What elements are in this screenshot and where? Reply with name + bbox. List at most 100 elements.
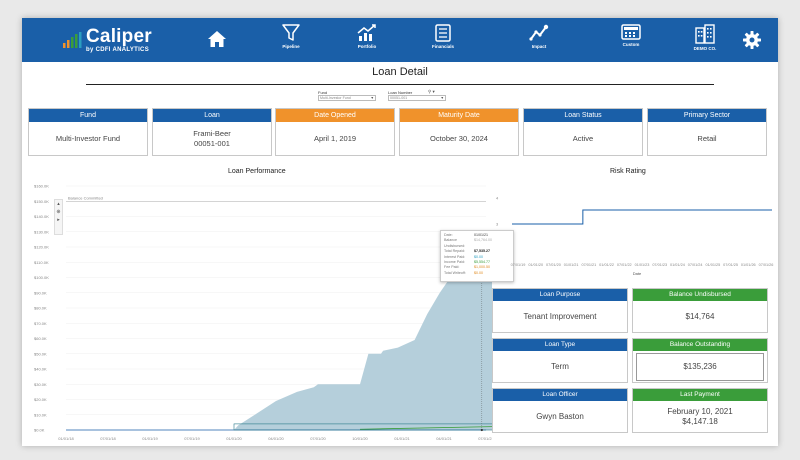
fund-select[interactable]: Multi-Investor Fund ▼ [318,95,376,101]
y-tick-label: 4 [496,196,499,201]
x-axis-title: Date [633,271,642,276]
top-navigation-bar: Caliper by CDFI ANALYTICS Pipeline Portf… [22,18,778,62]
chevron-up-icon[interactable]: ▴ [57,201,60,207]
nav-portfolio[interactable]: Portfolio [332,18,402,62]
tooltip-key: Fee Paid: [444,265,460,270]
fund-filter-label: Fund [318,90,328,95]
tooltip-value: $14,764.00 [474,238,492,243]
tile-loan-purpose-value: Tenant Improvement [523,311,597,321]
nav-pipeline[interactable]: Pipeline [256,18,326,62]
tile-loan-officer: Loan Officer Gwyn Baston [492,388,628,433]
tooltip-key: Date: [444,233,453,237]
y-tick-label: $110.0K [34,260,49,265]
chevron-right-icon[interactable]: ▸ [57,217,60,223]
tile-loan-officer-header: Loan Officer [493,389,627,401]
card-loan-status-header: Loan Status [524,109,642,122]
settings-button[interactable] [742,30,762,50]
y-tick-label: $50.0K [34,351,47,356]
income-paid-line [359,426,492,430]
tile-loan-type-value: Term [551,361,569,371]
card-primary-sector: Primary Sector Retail [647,108,767,156]
gear-icon [743,31,761,49]
x-tick-label: 01/01/20 [226,436,242,441]
trend-line-icon [529,24,549,41]
tooltip-row: Total Repaid: $7,535.27 [444,249,510,254]
chart-zoom-controls[interactable]: ▴ ⊕ ▸ [54,199,63,235]
nav-impact[interactable]: Impact [504,18,574,62]
tooltip-row: Balance Undisbursed: $14,764.00 [444,238,510,249]
zoom-icon[interactable]: ⊕ [56,209,61,215]
tile-loan-purpose-header: Loan Purpose [493,289,627,301]
x-tick-label: 01/01/25 [705,263,720,267]
bar-chart-logo-icon [63,32,82,48]
nav-financials[interactable]: Financials [408,18,478,62]
card-maturity-date-value: October 30, 2024 [430,133,488,143]
x-tick-label: 01/01/26 [741,263,756,267]
y-tick-label: $120.0K [34,245,49,250]
total-repaid-area [66,237,492,430]
card-loan-value: Frami-Beer 00051-001 [193,128,231,148]
y-tick-label: $40.0K [34,367,47,372]
nav-custom[interactable]: Custom [596,18,666,62]
x-tick-label: 07/01/18 [100,436,116,441]
y-tick-label: $100.0K [34,275,49,280]
y-tick-label: $20.0K [34,397,47,402]
balance-committed-label: Balance Committed [68,195,103,200]
y-tick-label: $70.0K [34,321,47,326]
x-tick-label: 07/01/22 [617,263,632,267]
chevron-down-icon: ▼ [370,96,374,100]
loan-performance-title: Loan Performance [228,168,286,175]
card-primary-sector-header: Primary Sector [648,109,766,122]
calculator-icon [621,24,641,40]
x-tick-label: 01/01/19 [142,436,158,441]
loan-number-filter-label: Loan Number [388,90,413,95]
loan-number-select-value: 00051-001 [390,96,408,100]
tooltip-key: Total Repaid: [444,249,465,254]
x-tick-label: 01/01/24 [670,263,685,267]
nav-custom-label: Custom [622,42,640,47]
risk-rating-line [512,209,772,225]
growth-chart-icon [357,24,376,41]
selection-box [233,423,492,431]
x-tick-label: 01/01/21 [564,263,579,267]
funnel-icon [282,24,300,41]
brand-name: Caliper [86,26,152,47]
y-tick-label: $10.0K [34,412,47,417]
tile-balance-outstanding: Balance Outstanding $135,236 [632,338,768,383]
card-loan-status-value: Active [572,133,594,143]
tooltip-value: $5,554.77 [474,260,490,265]
x-tick-label: 07/01/20 [310,436,326,441]
tooltip-value: $1,000.50 [474,265,490,270]
nav-home[interactable] [182,18,252,62]
tooltip-value: $7,535.27 [474,249,490,254]
loan-number-filter: Loan Number ⚲ ▾ 00051-001 ▼ [388,89,446,101]
tile-balance-undisbursed-value: $14,764 [685,311,715,321]
tooltip-key: Balance Undisbursed: [444,238,466,248]
nav-impact-label: Impact [531,44,547,49]
x-tick-label: 01/01/23 [635,263,650,267]
x-tick-label: 01/01/20 [528,263,543,267]
nav-portfolio-label: Portfolio [357,44,377,49]
card-maturity-date: Maturity Date October 30, 2024 [399,108,519,156]
x-tick-label: 01/01/22 [599,263,614,267]
y-tick-label: $140.0K [34,214,49,219]
x-tick-label: 07/01/19 [184,436,200,441]
nav-demo-co[interactable]: DEMO CO. [670,18,740,62]
y-tick-label: $0.0K [34,428,45,433]
tile-loan-type-header: Loan Type [493,339,627,351]
tooltip-row: Fee Paid: $1,000.50 [444,265,510,270]
search-icon[interactable]: ⚲ ▾ [428,89,435,94]
fund-filter: Fund Multi-Investor Fund ▼ [318,90,376,101]
card-loan-status: Loan Status Active [523,108,643,156]
x-tick-label: 07/01/26 [759,263,774,267]
nav-demo-co-label: DEMO CO. [693,46,717,51]
y-tick-label: $90.0K [34,290,47,295]
loan-performance-chart[interactable]: $0.0K $10.0K $20.0K $30.0K $40.0K $50.0K $60.0… [32,176,492,446]
loan-number-select[interactable]: 00051-001 ▼ [388,95,446,101]
card-date-opened-header: Date Opened [276,109,394,122]
tile-last-payment-header: Last Payment [633,389,767,401]
card-primary-sector-value: Retail [697,133,717,143]
x-tick-label: 01/01/18 [58,436,74,441]
tile-balance-undisbursed: Balance Undisbursed $14,764 [632,288,768,333]
